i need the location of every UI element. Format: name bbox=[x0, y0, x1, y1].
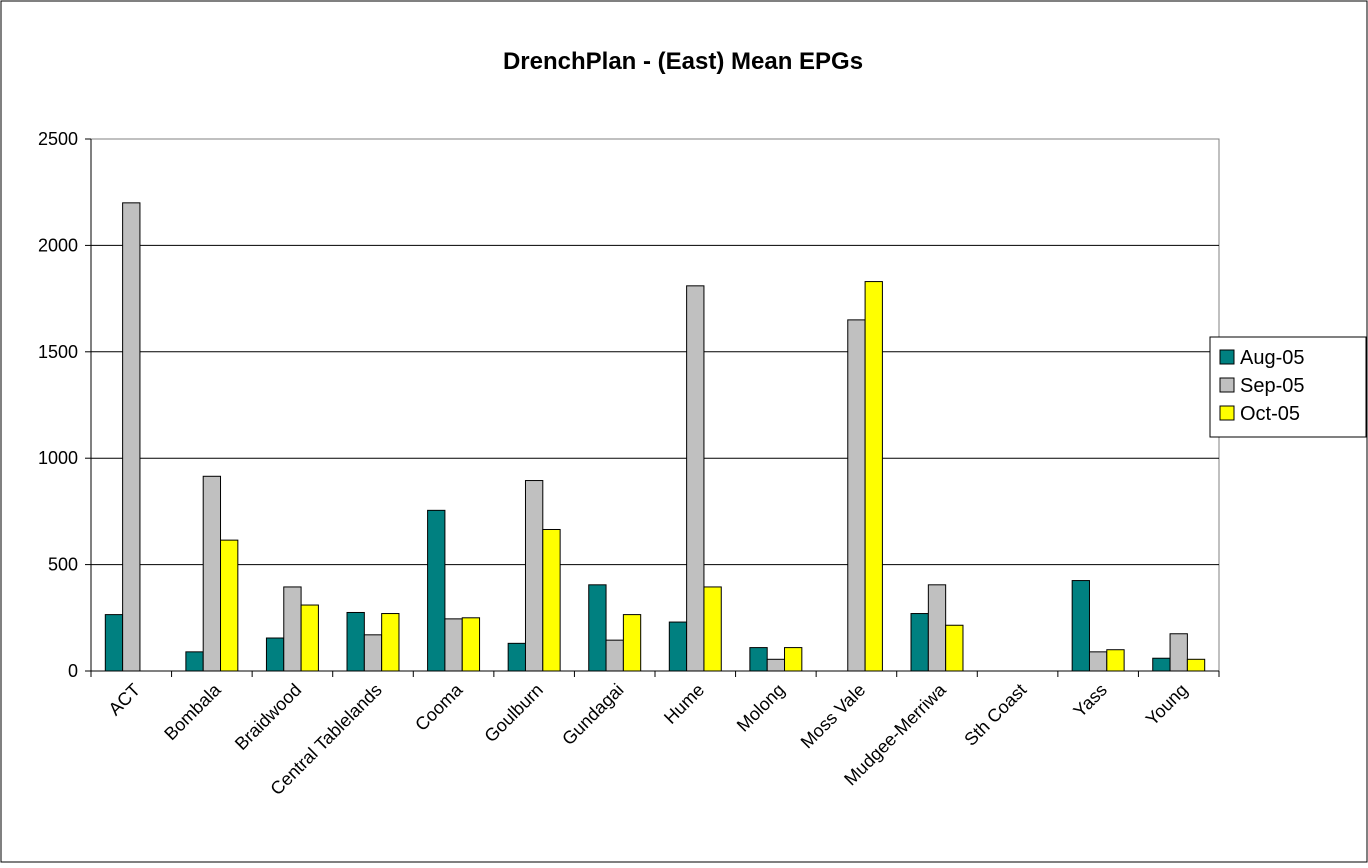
bar-sep-05-braidwood bbox=[283, 586, 302, 672]
bar-oct-05-cooma bbox=[461, 617, 481, 672]
bar-sep-05-hume bbox=[686, 285, 705, 672]
bar-sep-05-act bbox=[122, 202, 141, 672]
bar-sep-05-central-tablelands bbox=[363, 634, 383, 672]
bar-aug-05-yass bbox=[1071, 580, 1090, 672]
y-tick-label: 1000 bbox=[38, 448, 78, 468]
y-tick-label: 500 bbox=[48, 555, 78, 575]
legend-swatch-sep-05 bbox=[1219, 377, 1235, 393]
bar-oct-05-mudgee-merriwa bbox=[945, 624, 964, 672]
bar-sep-05-moss-vale bbox=[847, 319, 866, 672]
bar-oct-05-moss-vale bbox=[864, 281, 883, 672]
bar-sep-05-mudgee-merriwa bbox=[927, 584, 947, 672]
bar-oct-05-braidwood bbox=[300, 604, 319, 672]
y-tick-label: 2000 bbox=[38, 235, 78, 255]
legend-label: Oct-05 bbox=[1240, 403, 1300, 425]
bars bbox=[104, 202, 1206, 672]
bar-oct-05-goulburn bbox=[542, 528, 561, 672]
bar-aug-05-central-tablelands bbox=[346, 611, 365, 672]
legend-swatch-aug-05 bbox=[1219, 349, 1235, 365]
bar-sep-05-yass bbox=[1088, 651, 1108, 672]
bar-oct-05-hume bbox=[703, 586, 722, 672]
legend-box bbox=[1209, 336, 1367, 438]
legend-label: Aug-05 bbox=[1240, 347, 1305, 369]
bar-aug-05-gundagai bbox=[588, 584, 607, 672]
bar-sep-05-molong bbox=[766, 658, 786, 672]
legend: Aug-05 Sep-05 Oct-05 bbox=[1209, 336, 1367, 438]
bar-aug-05-hume bbox=[668, 621, 688, 672]
plot-area bbox=[90, 138, 1220, 672]
bar-sep-05-goulburn bbox=[524, 480, 544, 672]
bar-aug-05-bombala bbox=[185, 651, 204, 672]
bar-sep-05-bombala bbox=[202, 475, 222, 672]
bar-sep-05-cooma bbox=[444, 618, 463, 672]
bar-aug-05-young bbox=[1152, 657, 1171, 672]
bar-aug-05-braidwood bbox=[265, 637, 285, 672]
y-tick-label: 1500 bbox=[38, 342, 78, 362]
bar-oct-05-yass bbox=[1106, 649, 1125, 672]
bar-aug-05-molong bbox=[749, 647, 768, 672]
y-tick-label: 2500 bbox=[38, 129, 78, 149]
bar-oct-05-young bbox=[1186, 658, 1206, 672]
y-tick-label: 0 bbox=[68, 661, 78, 681]
bar-sep-05-gundagai bbox=[605, 639, 624, 672]
bar-oct-05-gundagai bbox=[622, 614, 642, 672]
bar-aug-05-cooma bbox=[427, 509, 446, 672]
bar-sep-05-young bbox=[1169, 633, 1188, 672]
bar-oct-05-central-tablelands bbox=[381, 613, 400, 672]
bar-oct-05-bombala bbox=[220, 539, 239, 672]
gridlines bbox=[91, 244, 1219, 566]
legend-label: Sep-05 bbox=[1240, 375, 1305, 397]
bar-aug-05-mudgee-merriwa bbox=[910, 613, 929, 672]
bar-oct-05-molong bbox=[784, 647, 803, 672]
legend-swatch-oct-05 bbox=[1219, 405, 1235, 421]
bar-aug-05-goulburn bbox=[507, 642, 526, 672]
bar-aug-05-act bbox=[104, 614, 124, 672]
chart-title: DrenchPlan - (East) Mean EPGs bbox=[503, 48, 863, 75]
